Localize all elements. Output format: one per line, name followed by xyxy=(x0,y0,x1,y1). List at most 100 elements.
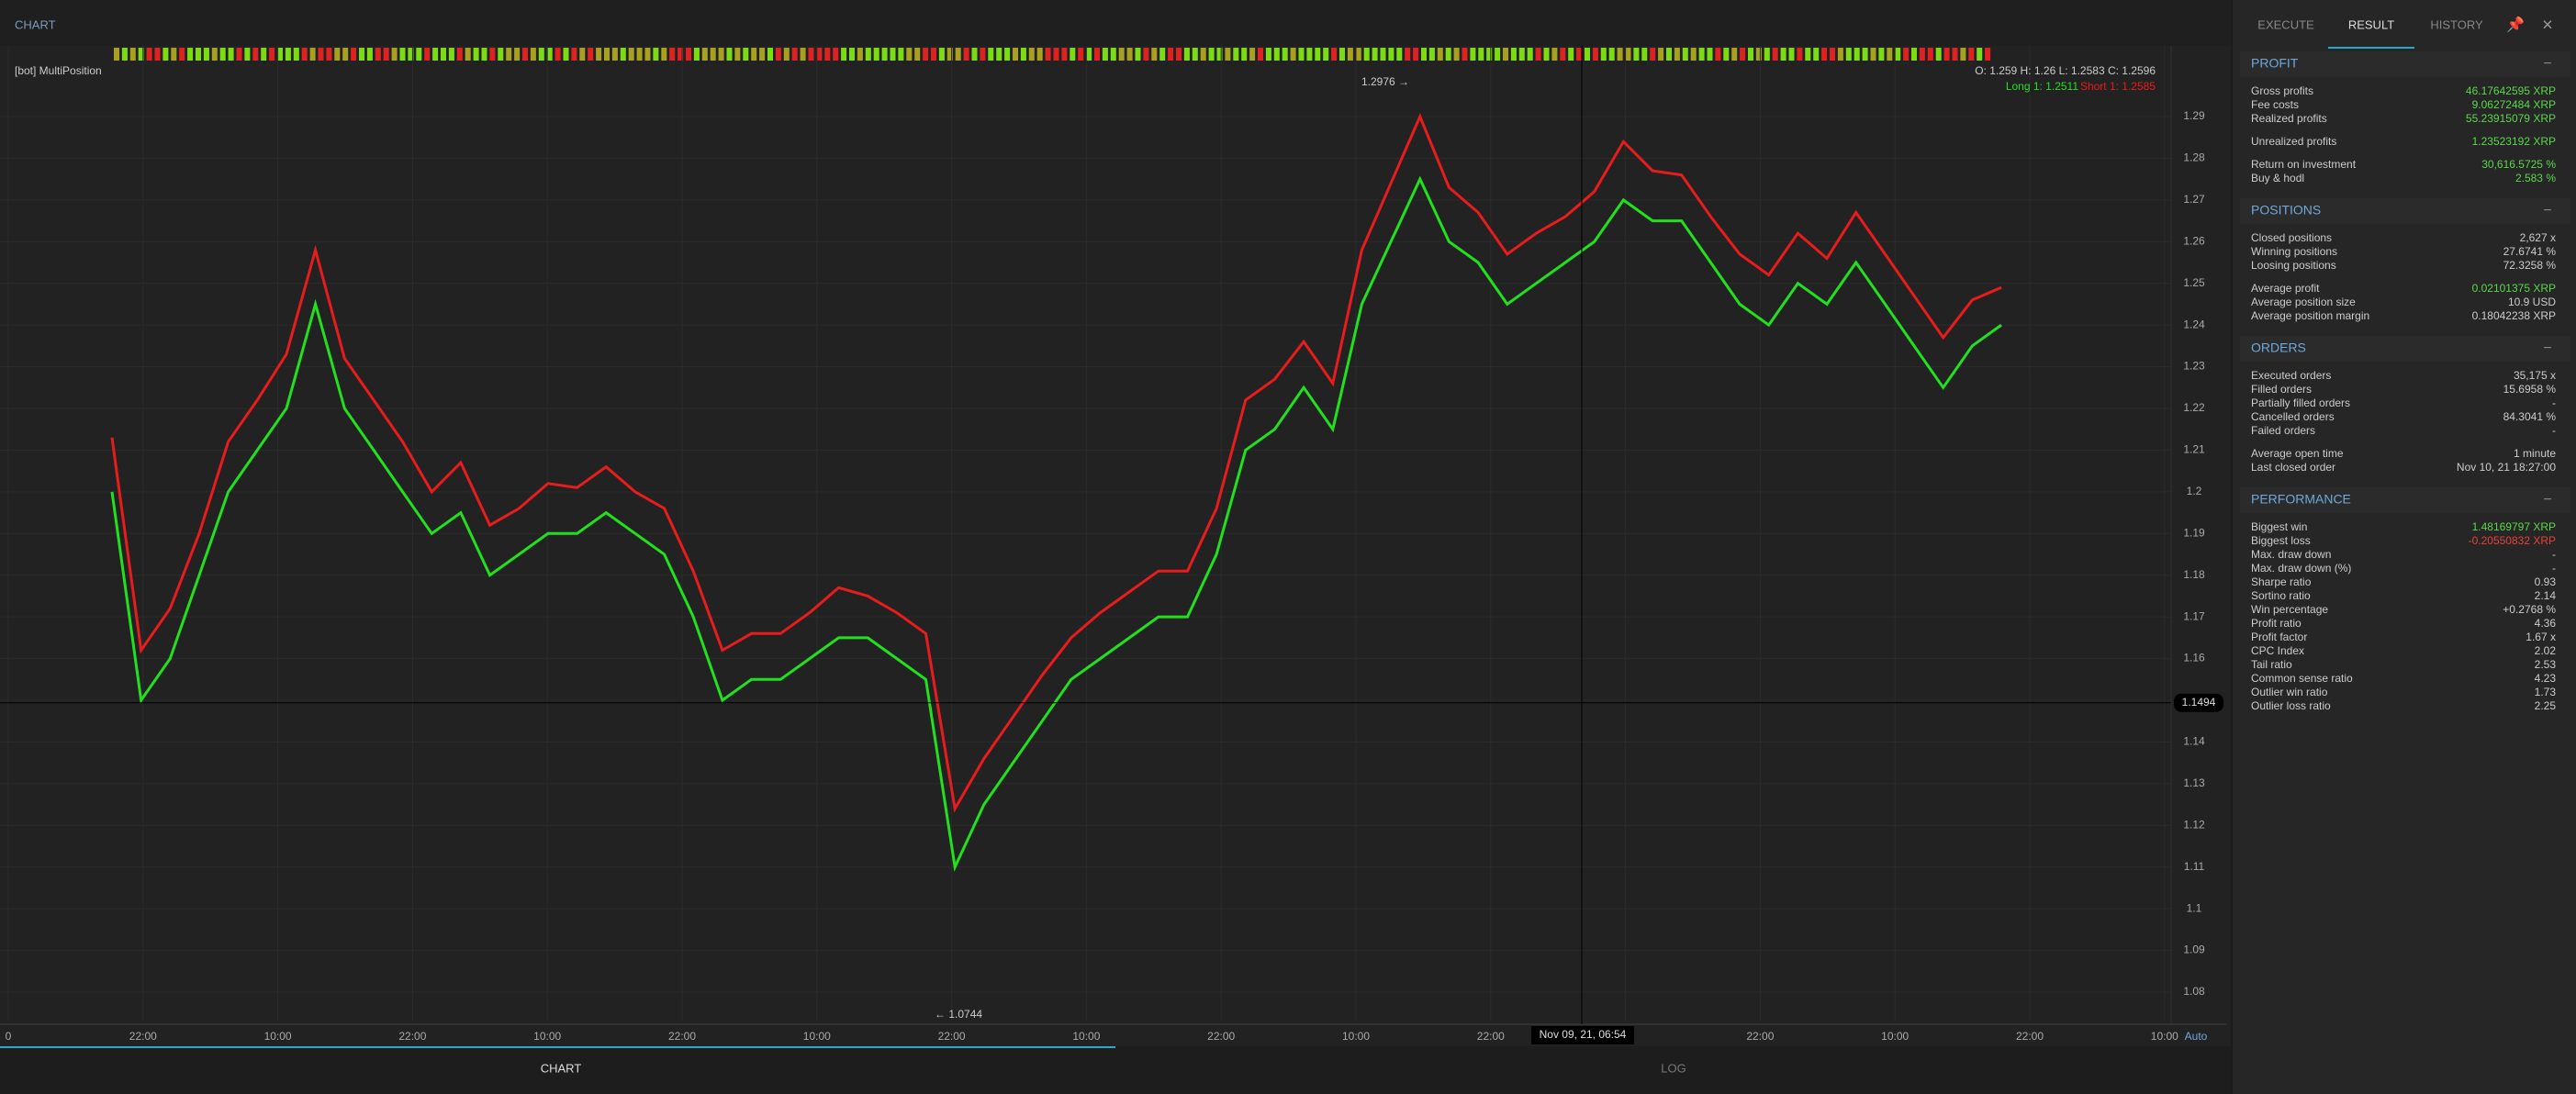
signal-strip xyxy=(1698,48,1705,61)
signal-strip xyxy=(351,48,357,61)
signal-strip xyxy=(669,48,676,61)
signal-strip xyxy=(1045,48,1051,61)
signal-strip xyxy=(1241,48,1248,61)
metric-label: Unrealized profits xyxy=(2251,135,2336,148)
signal-strip xyxy=(473,48,479,61)
signal-strip xyxy=(1445,48,1451,61)
pin-icon[interactable]: 📌 xyxy=(2506,16,2525,33)
signal-strip xyxy=(881,48,888,61)
y-tick-label: 1.27 xyxy=(2183,193,2205,206)
signal-strip xyxy=(971,48,978,61)
signal-strip xyxy=(1625,48,1631,61)
metric-label: Winning positions xyxy=(2251,245,2337,258)
signal-strip xyxy=(1355,48,1361,61)
signal-strip xyxy=(1740,48,1746,61)
x-tick-label: 22:00 xyxy=(398,1030,426,1043)
metric-value: 35,175 x xyxy=(2514,369,2556,382)
metric-label: Profit ratio xyxy=(2251,617,2302,630)
signal-strip xyxy=(1413,48,1419,61)
signal-strip xyxy=(620,48,626,61)
chart-bg xyxy=(0,0,2231,1094)
signal-strip xyxy=(219,48,226,61)
metric-value: 4.23 xyxy=(2535,672,2557,685)
signal-strip xyxy=(1372,48,1378,61)
signal-strip xyxy=(432,48,439,61)
signal-strip xyxy=(1421,48,1427,61)
metric-label: Average position size xyxy=(2251,296,2356,308)
header-bar xyxy=(0,0,2231,46)
signal-strip xyxy=(980,48,986,61)
bottom-tab[interactable]: CHART xyxy=(541,1061,582,1075)
signal-strip xyxy=(743,48,749,61)
signal-strip xyxy=(1470,48,1476,61)
signal-strip xyxy=(1453,48,1460,61)
signal-strip xyxy=(718,48,724,61)
metric-value: - xyxy=(2552,396,2556,409)
y-tick-label: 1.2 xyxy=(2187,485,2202,497)
metric-value: 9.06272484 XRP xyxy=(2472,98,2556,111)
signal-strip xyxy=(1960,48,1966,61)
close-icon[interactable]: × xyxy=(2542,15,2553,35)
signal-strip xyxy=(489,48,496,61)
signal-strip xyxy=(701,48,708,61)
signal-strip xyxy=(1183,48,1190,61)
signal-strip xyxy=(1715,48,1721,61)
collapse-icon[interactable]: − xyxy=(2543,340,2551,356)
metric-value: 2.53 xyxy=(2535,658,2557,671)
signal-strip xyxy=(1797,48,1803,61)
signal-strip xyxy=(865,48,871,61)
signal-strip xyxy=(686,48,691,61)
signal-strip xyxy=(1208,48,1215,61)
signal-strip xyxy=(906,48,913,61)
signal-strip xyxy=(1641,48,1648,61)
signal-strip xyxy=(1666,48,1672,61)
price-line xyxy=(110,175,2002,872)
signal-strip xyxy=(1102,48,1108,61)
signal-strip xyxy=(228,48,234,61)
y-tick-label: 1.25 xyxy=(2183,276,2205,289)
signal-strip xyxy=(1192,48,1198,61)
bottom-tab[interactable]: LOG xyxy=(1661,1061,1686,1075)
signal-strip xyxy=(726,48,733,61)
signal-strip xyxy=(1126,48,1133,61)
signal-strip xyxy=(931,48,936,61)
metric-value: 10.9 USD xyxy=(2508,296,2556,308)
signal-strip xyxy=(841,48,847,61)
x-tick-label: 22:00 xyxy=(129,1030,157,1043)
signal-strip xyxy=(1608,48,1615,61)
metric-label: Biggest loss xyxy=(2251,534,2311,547)
signal-strip xyxy=(129,48,136,61)
y-tick-label: 1.1 xyxy=(2187,901,2202,914)
metric-value: - xyxy=(2552,562,2556,575)
price-line xyxy=(110,113,2002,813)
signal-strip xyxy=(1748,48,1753,61)
side-tab[interactable]: HISTORY xyxy=(2430,17,2483,31)
signal-strip xyxy=(767,48,773,61)
signal-strip xyxy=(1273,48,1280,61)
metric-label: Win percentage xyxy=(2251,603,2328,616)
side-tab[interactable]: EXECUTE xyxy=(2257,17,2314,31)
metric-value: 30,616.5725 % xyxy=(2481,158,2556,171)
short-label: Short 1: 1.2585 xyxy=(2080,80,2156,93)
signal-strip xyxy=(465,48,471,61)
signal-strip xyxy=(498,48,504,61)
signal-strip xyxy=(588,48,594,61)
signal-strip xyxy=(1347,48,1353,61)
signal-strip xyxy=(996,48,1002,61)
signal-strip xyxy=(1216,48,1223,61)
metric-value: 84.3041 % xyxy=(2503,410,2557,423)
signal-strip xyxy=(1388,48,1394,61)
metric-value: 15.6958 % xyxy=(2503,383,2557,396)
collapse-icon[interactable]: − xyxy=(2543,203,2551,218)
signal-strip xyxy=(898,48,904,61)
collapse-icon[interactable]: − xyxy=(2543,492,2551,508)
metric-label: Loosing positions xyxy=(2251,259,2336,272)
collapse-icon[interactable]: − xyxy=(2543,56,2551,72)
metric-value: 0.93 xyxy=(2535,575,2557,588)
signal-strip xyxy=(636,48,643,61)
side-tab[interactable]: RESULT xyxy=(2348,17,2394,31)
signal-strip xyxy=(1110,48,1116,61)
signal-strip xyxy=(146,48,152,61)
long-label: Long 1: 1.2511 xyxy=(2006,80,2079,93)
auto-label[interactable]: Auto xyxy=(2185,1030,2208,1043)
